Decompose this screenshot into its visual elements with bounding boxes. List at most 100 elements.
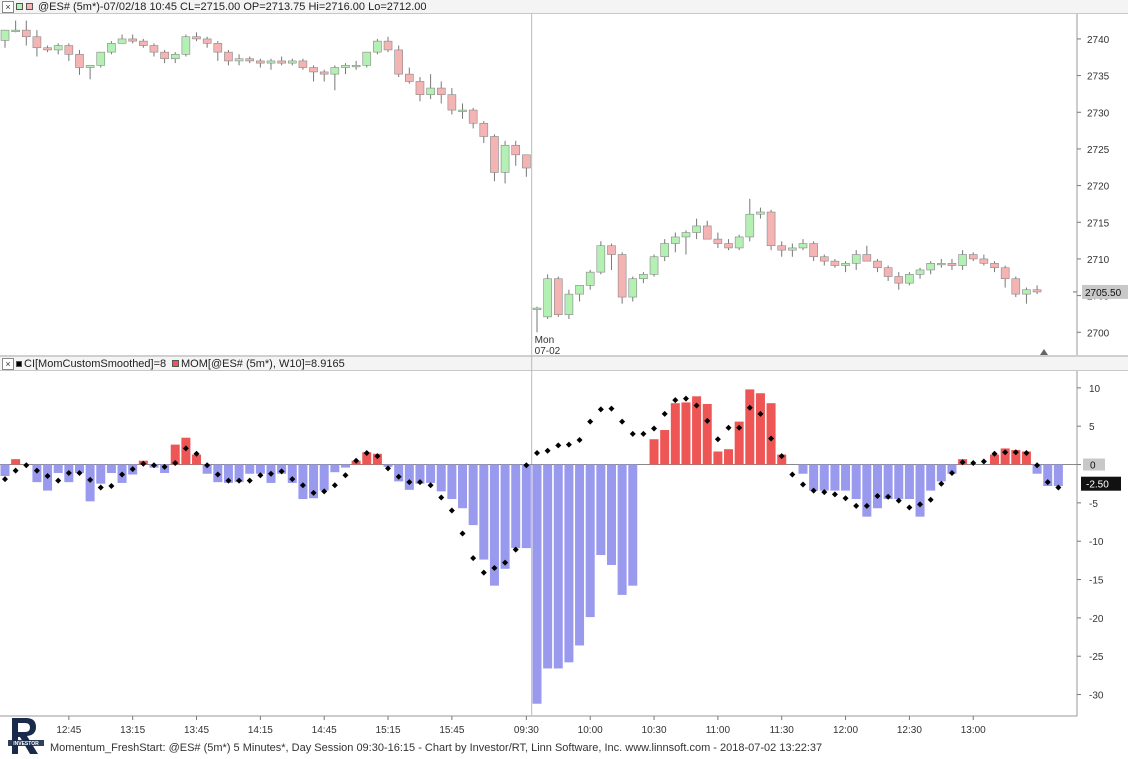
mom-bar (606, 464, 616, 565)
ci-marker (948, 469, 955, 476)
candle (64, 43, 74, 61)
mom-bar (287, 464, 297, 483)
candle (937, 258, 946, 268)
ci-marker (331, 482, 338, 489)
ci-marker (161, 463, 168, 470)
ci-marker (853, 502, 860, 509)
candle (851, 250, 861, 270)
zero-label-box (1083, 458, 1105, 471)
candle-body (937, 263, 946, 266)
ci-marker (938, 480, 945, 487)
candle (756, 207, 765, 219)
candle (351, 60, 361, 70)
close-indicator-panel-button[interactable]: × (2, 358, 14, 370)
ci-marker (150, 462, 157, 469)
candle (213, 41, 223, 61)
ci-marker (980, 458, 987, 465)
candle-body (926, 263, 935, 271)
candle (979, 254, 989, 266)
candle (96, 51, 106, 68)
candle-body (788, 247, 797, 251)
mom-bar (553, 464, 563, 669)
candle-body (447, 94, 457, 111)
candle (75, 49, 84, 75)
ci-marker (363, 450, 370, 457)
candle-body (617, 254, 627, 298)
ci-marker (714, 436, 721, 443)
candle (458, 103, 467, 119)
candle-body (862, 254, 872, 262)
candle (394, 45, 403, 78)
candle (734, 234, 744, 251)
candle (170, 52, 180, 64)
mom-bar (777, 454, 787, 465)
candle (500, 140, 510, 184)
ci-marker (502, 559, 509, 566)
ci-marker (629, 430, 636, 437)
candle-body (596, 245, 606, 273)
candle (745, 198, 755, 242)
ci-marker (661, 410, 668, 417)
candle-body (894, 276, 904, 284)
candle-body (692, 225, 701, 233)
last-value-box (1081, 476, 1121, 491)
time-tick-label: 10:30 (642, 725, 667, 736)
candle-body (213, 43, 223, 53)
candle-body (11, 29, 20, 32)
candle (479, 121, 489, 144)
mom-bar (532, 464, 542, 704)
ci-marker (725, 424, 732, 431)
time-tick-label: 10:00 (578, 725, 603, 736)
mom-bar (990, 454, 1000, 465)
scroll-marker-icon (1040, 349, 1048, 355)
candle (649, 254, 659, 277)
indicator-tick-label: -30 (1089, 691, 1104, 702)
candle-body (341, 65, 350, 68)
candle (192, 32, 201, 42)
candle (1011, 276, 1021, 298)
mom-bar (1000, 448, 1010, 465)
ci-marker (991, 450, 998, 457)
mom-bar (670, 403, 680, 465)
mom-bar (1032, 464, 1042, 474)
indicator-panel-header: × CI[MomCustomSmoothed]=8 MOM[@ES# (5m*)… (0, 357, 1128, 371)
close-price-panel-button[interactable]: × (2, 1, 14, 13)
panel-divider[interactable] (0, 355, 1128, 357)
ci-marker (523, 462, 530, 469)
candle-body (713, 238, 723, 244)
footer-text: Momentum_FreshStart: @ES# (5m*) 5 Minute… (50, 742, 823, 754)
mom-bar (479, 464, 489, 560)
ci-marker (129, 466, 136, 473)
mom-bar (96, 464, 106, 484)
mom-bar (745, 389, 755, 465)
candle-body (256, 60, 265, 64)
candle (788, 243, 797, 257)
candle-body (511, 144, 521, 156)
time-tick-label: 09:30 (514, 725, 539, 736)
candle (277, 56, 286, 66)
mom-bar (458, 464, 468, 509)
ci-marker (863, 502, 870, 509)
indicator-tick-label: 10 (1089, 384, 1101, 395)
candle (671, 232, 680, 253)
candle-body (500, 144, 510, 173)
mom-bar (11, 459, 21, 465)
ci-marker (289, 476, 296, 483)
candle (53, 43, 63, 55)
mom-bar (575, 464, 585, 646)
candle-body (53, 45, 63, 51)
candle (607, 243, 616, 270)
candle-body (745, 213, 755, 238)
indicator-tick-label: -10 (1089, 537, 1104, 548)
ci-marker (395, 473, 402, 480)
mom-bar (255, 464, 265, 474)
candle-body (192, 36, 201, 40)
candle (990, 261, 999, 273)
candle-body (139, 40, 148, 46)
mom-bar (468, 464, 478, 526)
ci-marker (906, 504, 913, 511)
ci-marker (672, 397, 679, 404)
candle (245, 56, 255, 64)
mom-bar (330, 464, 340, 473)
